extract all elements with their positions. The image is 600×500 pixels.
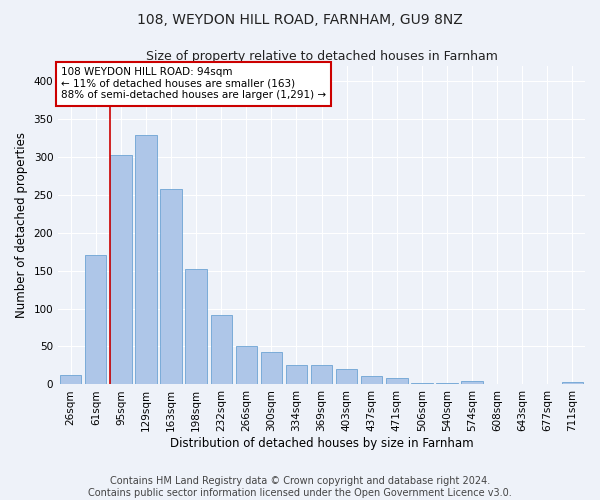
Text: 108 WEYDON HILL ROAD: 94sqm
← 11% of detached houses are smaller (163)
88% of se: 108 WEYDON HILL ROAD: 94sqm ← 11% of det…: [61, 67, 326, 100]
Bar: [160, 188, 182, 384]
Text: Contains HM Land Registry data © Crown copyright and database right 2024.
Contai: Contains HM Land Registry data © Crown c…: [88, 476, 512, 498]
Bar: [110, 155, 131, 384]
Bar: [136, 134, 157, 384]
Y-axis label: Number of detached properties: Number of detached properties: [15, 132, 28, 318]
Bar: [336, 370, 358, 384]
Bar: [386, 378, 407, 384]
Bar: [261, 352, 282, 384]
X-axis label: Distribution of detached houses by size in Farnham: Distribution of detached houses by size …: [170, 437, 473, 450]
Bar: [436, 383, 458, 384]
Bar: [211, 316, 232, 384]
Bar: [562, 382, 583, 384]
Bar: [461, 382, 483, 384]
Bar: [361, 376, 382, 384]
Bar: [286, 364, 307, 384]
Bar: [311, 366, 332, 384]
Bar: [185, 269, 207, 384]
Text: 108, WEYDON HILL ROAD, FARNHAM, GU9 8NZ: 108, WEYDON HILL ROAD, FARNHAM, GU9 8NZ: [137, 12, 463, 26]
Bar: [411, 383, 433, 384]
Bar: [60, 376, 82, 384]
Title: Size of property relative to detached houses in Farnham: Size of property relative to detached ho…: [146, 50, 497, 63]
Bar: [236, 346, 257, 385]
Bar: [85, 256, 106, 384]
